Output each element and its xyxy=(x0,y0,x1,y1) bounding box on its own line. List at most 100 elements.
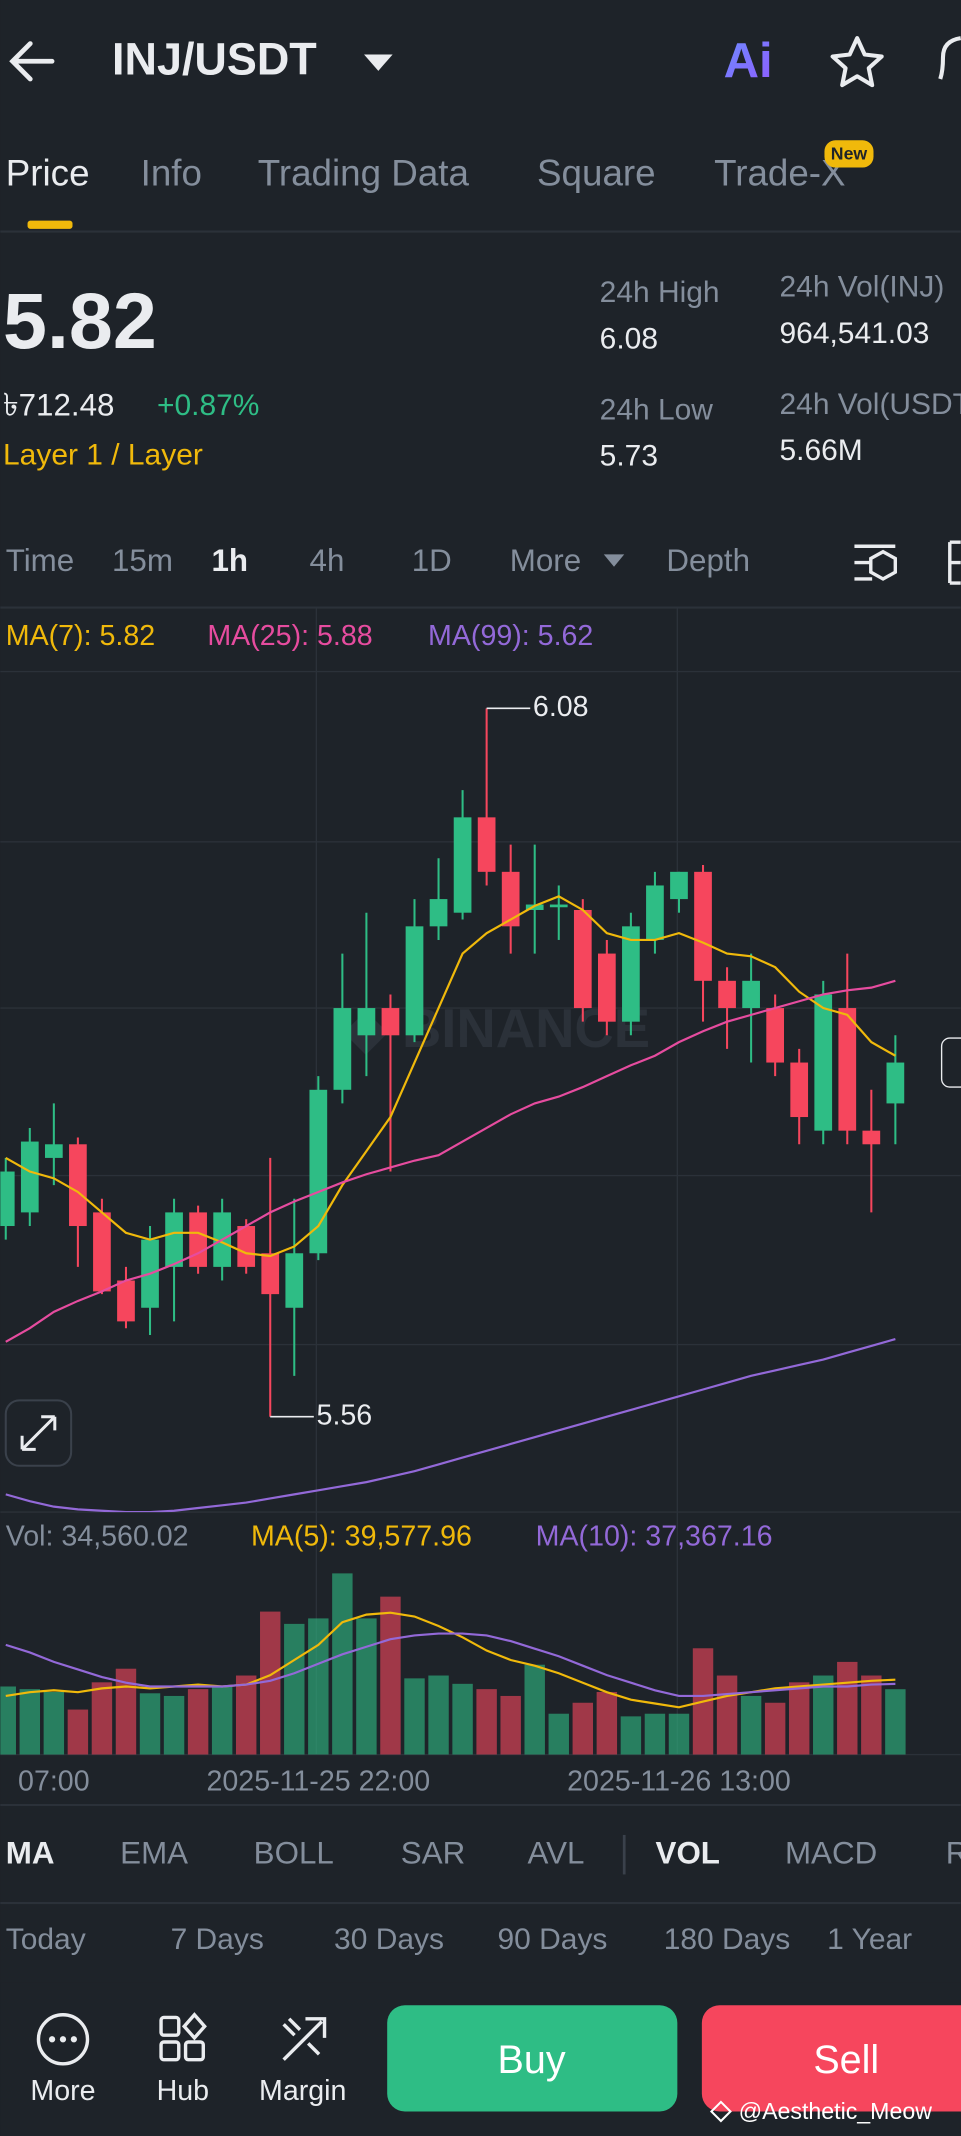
volume-bar xyxy=(620,1716,642,1755)
price-chart xyxy=(0,708,905,1513)
volume-bar xyxy=(476,1689,497,1755)
indicator[interactable]: EMA xyxy=(120,1836,188,1871)
stat-value: 6.08 xyxy=(600,322,658,355)
hub-icon[interactable] xyxy=(159,2012,207,2062)
pair-dropdown[interactable] xyxy=(364,54,393,71)
indicator[interactable]: VOL xyxy=(656,1836,720,1871)
tab[interactable]: Square xyxy=(537,152,656,193)
buy-button[interactable] xyxy=(387,2005,678,2112)
nav-label[interactable]: Margin xyxy=(259,2075,346,2107)
indicator[interactable]: SAR xyxy=(401,1836,465,1871)
candle-body xyxy=(766,1008,785,1063)
candle-body xyxy=(646,885,664,940)
candle-body xyxy=(381,1008,400,1036)
candle-body xyxy=(44,1144,63,1158)
expand-button[interactable] xyxy=(4,1399,73,1467)
x-tick-label: 2025-11-25 22:00 xyxy=(207,1766,431,1798)
volume-bar xyxy=(308,1618,329,1755)
volume-bar xyxy=(740,1695,762,1755)
tab[interactable]: Info xyxy=(141,152,202,193)
candle-body xyxy=(429,899,448,927)
favorite-icon[interactable] xyxy=(830,36,884,88)
bell-icon[interactable] xyxy=(938,36,961,80)
candle-body xyxy=(525,904,544,910)
volume-bar xyxy=(380,1596,401,1755)
volume-bar xyxy=(885,1689,906,1755)
chart-settings-icon[interactable] xyxy=(854,544,898,581)
candle-body xyxy=(477,817,496,872)
interval[interactable]: 1D xyxy=(412,543,452,578)
ma-line xyxy=(5,895,896,1258)
margin-icon[interactable] xyxy=(282,2017,327,2061)
volume-bar xyxy=(668,1713,690,1755)
period-label: 180 Days xyxy=(664,1923,791,1956)
pair-title[interactable]: INJ/USDT xyxy=(112,34,317,85)
volume-bar xyxy=(115,1668,137,1755)
volume-bar xyxy=(284,1623,305,1755)
stat-label: 24h Vol(USDT) xyxy=(780,388,961,421)
candle-body xyxy=(573,909,592,1009)
interval[interactable]: More xyxy=(510,543,581,578)
volume-bar xyxy=(260,1611,281,1755)
more-dropdown[interactable] xyxy=(603,554,625,567)
volume-ma-legend: MA(10): 37,367.16 xyxy=(536,1521,773,1553)
interval[interactable]: Time xyxy=(6,543,74,578)
indicator[interactable]: MA xyxy=(6,1836,55,1871)
volume-bar xyxy=(813,1675,834,1755)
volume-bar xyxy=(139,1693,161,1755)
last-price-tag xyxy=(940,1037,961,1088)
candle-body xyxy=(670,871,688,900)
candle-body xyxy=(790,1062,809,1118)
indicator[interactable]: MACD xyxy=(785,1836,877,1871)
indicator[interactable]: RSI xyxy=(946,1836,961,1871)
volume-bar xyxy=(356,1618,377,1755)
candle-body xyxy=(237,1226,256,1267)
indicator[interactable]: AVL xyxy=(527,1836,584,1871)
badge-text: New xyxy=(831,143,868,163)
nav-label[interactable]: More xyxy=(30,2075,95,2107)
candle-body xyxy=(742,980,760,1009)
volume-bar xyxy=(716,1675,738,1755)
stat-value: 964,541.03 xyxy=(780,317,930,350)
ma-line xyxy=(5,979,896,1343)
volume-bar xyxy=(428,1675,449,1755)
candle-body xyxy=(93,1212,111,1292)
more-icon[interactable] xyxy=(36,2013,90,2066)
interval[interactable]: Depth xyxy=(666,543,750,578)
tab[interactable]: Trading Data xyxy=(258,152,470,193)
candle-body xyxy=(886,1062,905,1104)
expand-icon xyxy=(20,1415,57,1451)
candle-body xyxy=(20,1141,39,1213)
tab[interactable]: Trade-X xyxy=(714,152,845,193)
stat-value: 5.66M xyxy=(780,434,863,467)
ai-icon[interactable]: Ai xyxy=(724,34,773,88)
ma-legend: MA(7): 5.82 xyxy=(6,620,155,652)
candle-body xyxy=(69,1144,87,1227)
x-tick-label: 07:00 xyxy=(18,1766,90,1798)
sell-button[interactable] xyxy=(701,2005,961,2112)
candle-body xyxy=(165,1212,183,1267)
interval[interactable]: 4h xyxy=(310,543,345,578)
layout-icon[interactable] xyxy=(948,540,961,585)
candle-body xyxy=(285,1253,304,1308)
period-label: 90 Days xyxy=(498,1923,608,1956)
nav-label[interactable]: Hub xyxy=(157,2075,209,2107)
indicator[interactable]: BOLL xyxy=(254,1836,334,1871)
candle-body xyxy=(453,817,472,913)
volume-bar xyxy=(235,1675,257,1755)
volume-bar xyxy=(500,1695,521,1755)
stat-label: 24h Vol(INJ) xyxy=(780,271,945,304)
back-button[interactable] xyxy=(9,41,55,82)
ma-legend: MA(99): 5.62 xyxy=(428,620,593,652)
candle-body xyxy=(309,1089,328,1254)
interval[interactable]: 15m xyxy=(112,543,173,578)
watermark: @Aesthetic_Meow xyxy=(739,2098,933,2124)
tab[interactable]: Price xyxy=(6,152,90,193)
volume-bar xyxy=(67,1709,89,1755)
category-tag[interactable]: Layer 1 / Layer xyxy=(3,438,203,471)
volume-chart xyxy=(0,1573,906,1755)
volume-legend: Vol: 34,560.02 xyxy=(6,1521,189,1553)
interval[interactable]: 1h xyxy=(211,543,248,578)
ma-line xyxy=(5,1338,896,1513)
candle-body xyxy=(814,994,833,1131)
